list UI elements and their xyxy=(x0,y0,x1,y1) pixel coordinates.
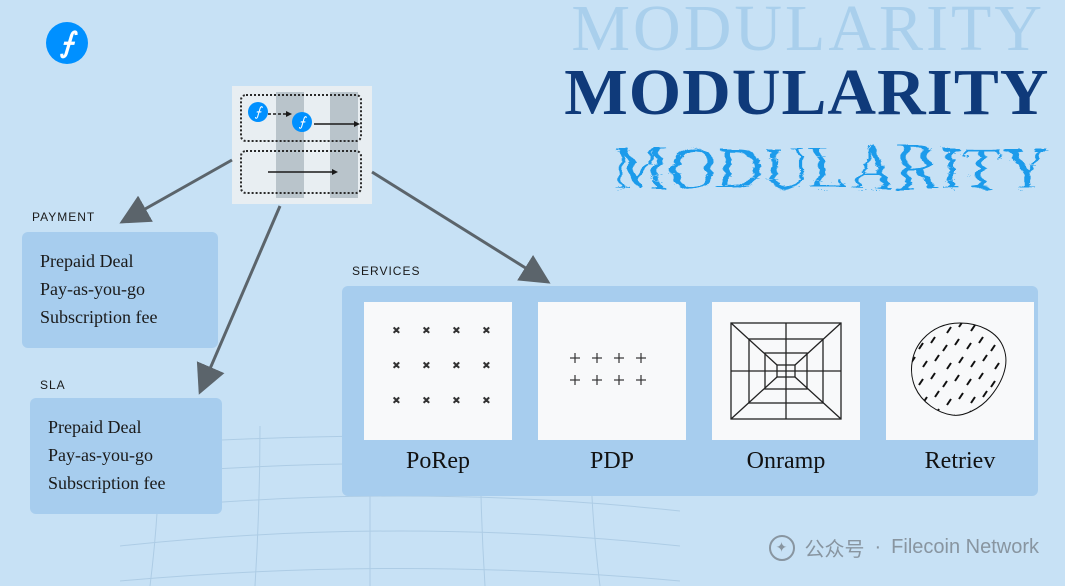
service-onramp: Onramp xyxy=(712,302,860,475)
label-sla: SLA xyxy=(40,378,66,392)
filecoin-glyph: ⨍ xyxy=(60,26,75,60)
heading-modularity-3: MODULARITY xyxy=(608,130,1045,198)
payment-item: Prepaid Deal xyxy=(40,248,200,276)
sla-item: Pay-as-you-go xyxy=(48,442,204,470)
svg-text:×: × xyxy=(423,393,430,407)
modularity-heading-stack: MODULARITY MODULARITY MODULARITY xyxy=(569,0,1045,198)
svg-text:×: × xyxy=(393,393,400,407)
sla-item: Subscription fee xyxy=(48,470,204,498)
sla-item: Prepaid Deal xyxy=(48,414,204,442)
svg-text:×: × xyxy=(453,393,460,407)
filecoin-logo: ⨍ xyxy=(46,22,88,64)
sla-card: Prepaid Deal Pay-as-you-go Subscription … xyxy=(30,398,222,514)
onramp-icon xyxy=(712,302,860,440)
svg-text:×: × xyxy=(423,323,430,337)
wechat-icon: ✦ xyxy=(769,535,795,561)
heading-modularity-2: MODULARITY xyxy=(565,60,1050,126)
payment-card: Prepaid Deal Pay-as-you-go Subscription … xyxy=(22,232,218,348)
watermark-prefix: 公众号 xyxy=(805,533,865,562)
heading-modularity-1: MODULARITY xyxy=(569,0,1045,62)
pdp-icon xyxy=(538,302,686,440)
wechat-watermark: ✦ 公众号 · Filecoin Network xyxy=(769,533,1040,562)
watermark-dot: · xyxy=(875,536,882,559)
mini-filecoin-icon: ⨍ xyxy=(248,102,268,122)
label-payment: PAYMENT xyxy=(32,210,95,224)
service-retriev: Retriev xyxy=(886,302,1034,475)
svg-text:×: × xyxy=(423,358,430,372)
porep-icon: × × × × × × × × × × × × xyxy=(364,302,512,440)
svg-text:×: × xyxy=(393,323,400,337)
svg-text:×: × xyxy=(453,323,460,337)
service-label: Onramp xyxy=(747,448,826,475)
svg-text:×: × xyxy=(483,393,490,407)
service-label: Retriev xyxy=(925,448,996,475)
source-diagram: ⨍ ⨍ xyxy=(232,86,372,204)
svg-text:×: × xyxy=(483,323,490,337)
svg-text:×: × xyxy=(483,358,490,372)
label-services: SERVICES xyxy=(352,264,420,278)
watermark-name: Filecoin Network xyxy=(891,536,1039,559)
payment-item: Subscription fee xyxy=(40,304,200,332)
service-label: PoRep xyxy=(406,448,470,475)
service-label: PDP xyxy=(590,448,634,475)
retriev-icon xyxy=(886,302,1034,440)
mini-filecoin-icon: ⨍ xyxy=(292,112,312,132)
service-pdp: PDP xyxy=(538,302,686,475)
payment-item: Pay-as-you-go xyxy=(40,276,200,304)
svg-text:×: × xyxy=(453,358,460,372)
services-panel: × × × × × × × × × × × × PoRep xyxy=(342,286,1038,496)
service-porep: × × × × × × × × × × × × PoRep xyxy=(364,302,512,475)
svg-text:×: × xyxy=(393,358,400,372)
